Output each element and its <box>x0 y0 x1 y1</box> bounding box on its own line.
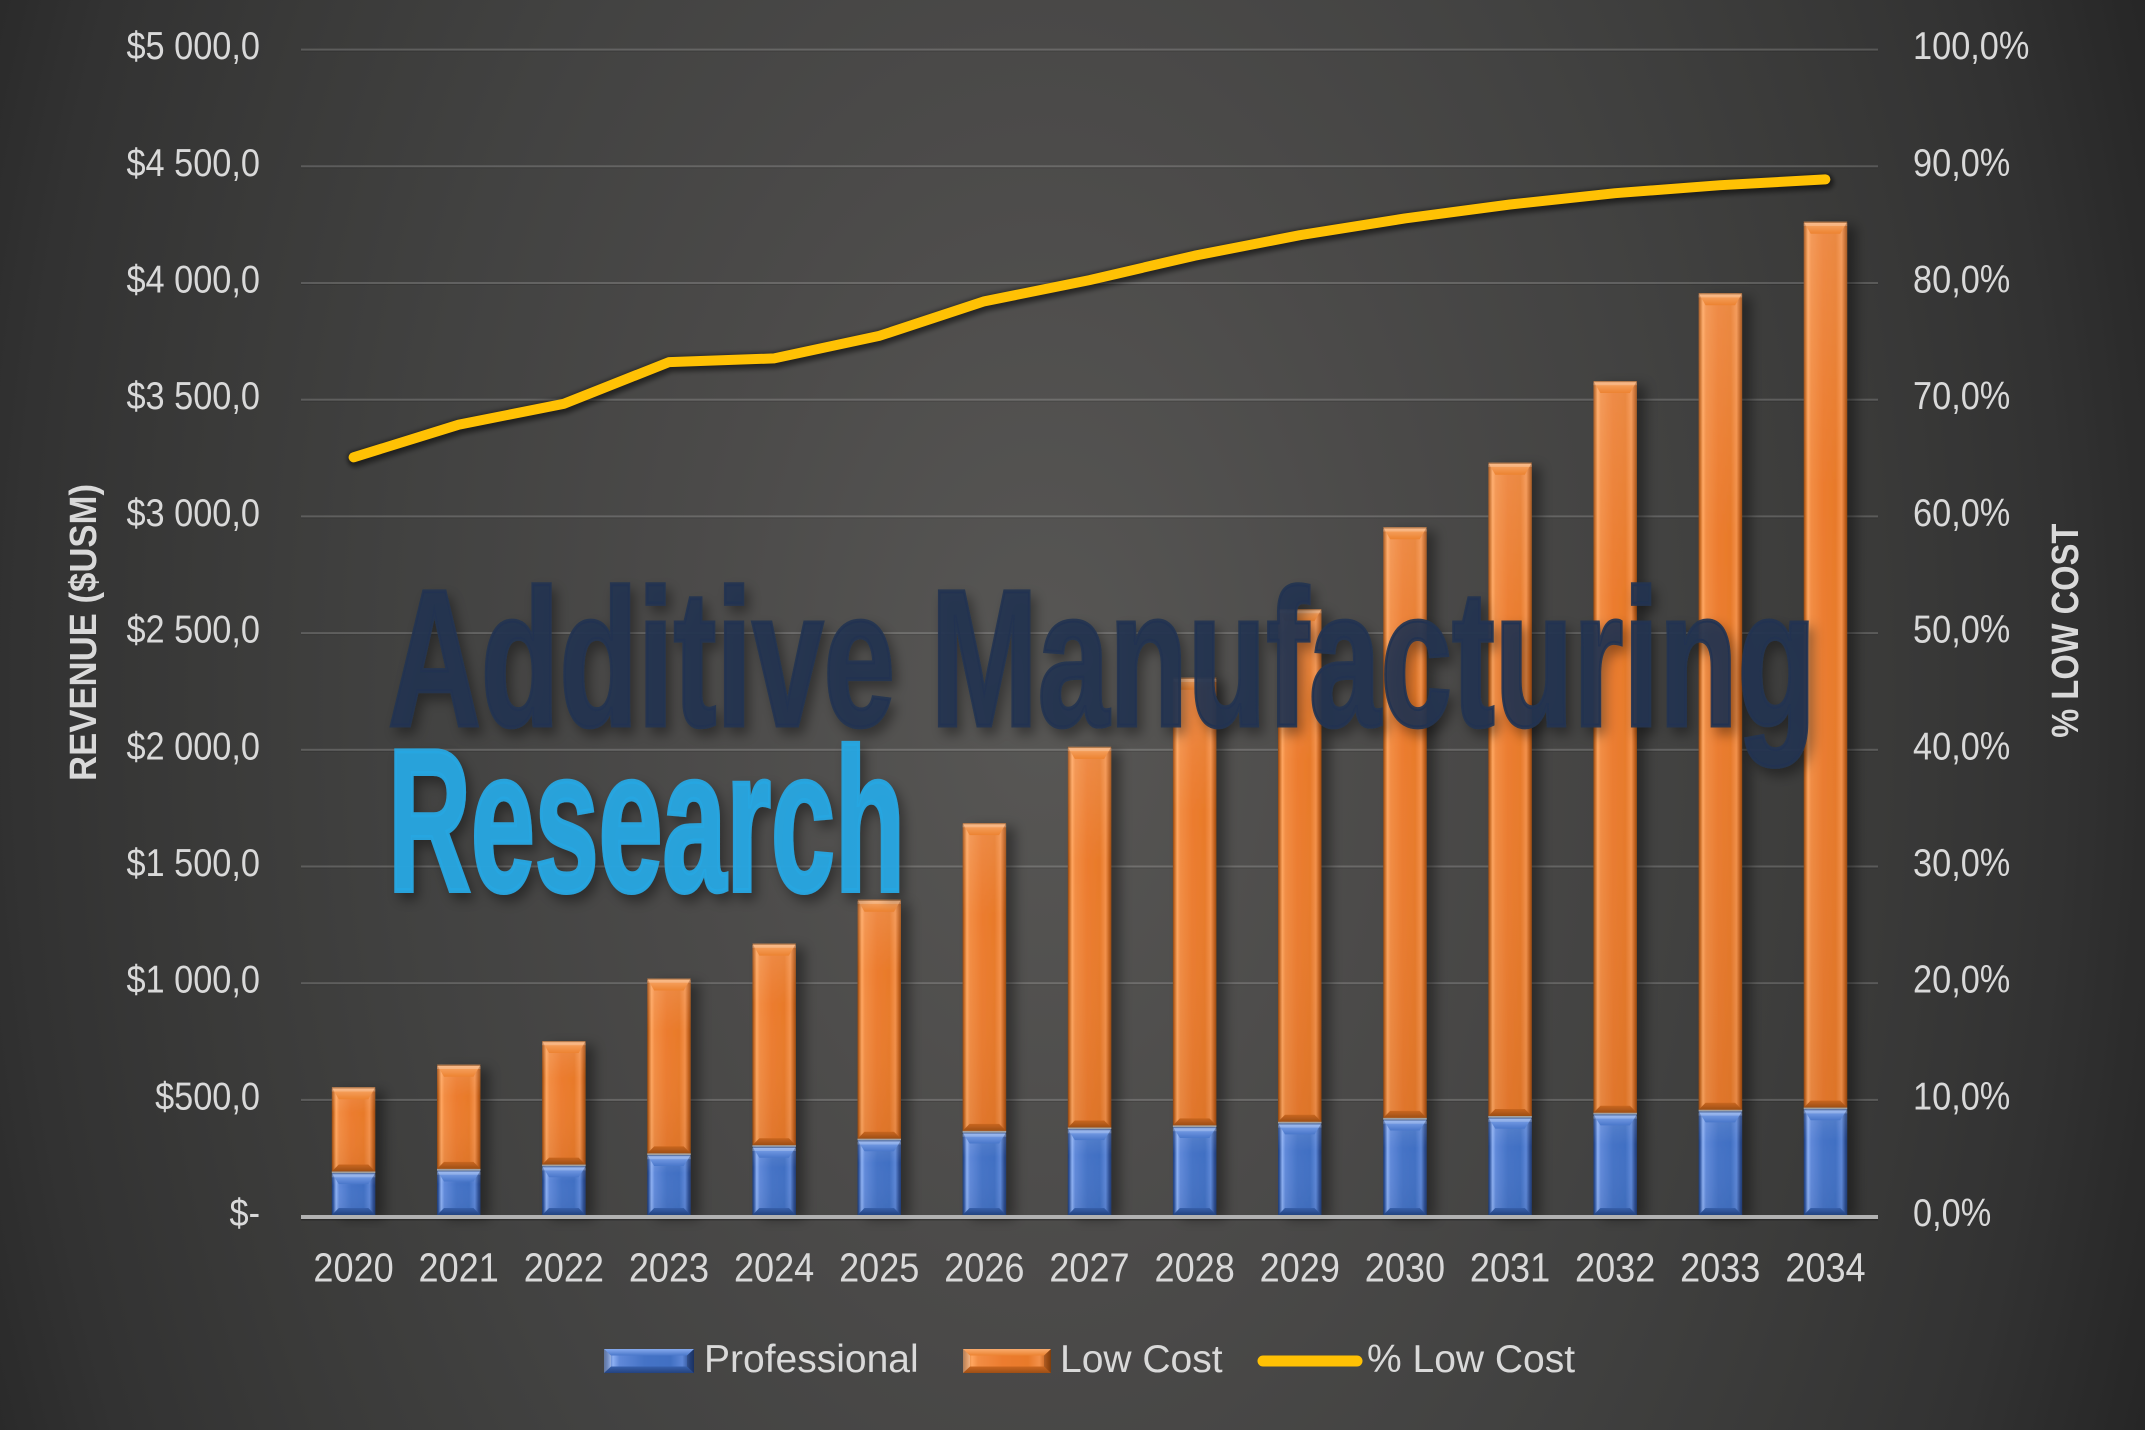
svg-text:$3 000,0: $3 000,0 <box>126 491 260 535</box>
svg-text:$4 500,0: $4 500,0 <box>126 141 260 185</box>
svg-text:$2 500,0: $2 500,0 <box>126 608 260 652</box>
svg-text:$5 000,0: $5 000,0 <box>126 24 260 68</box>
svg-text:Professional: Professional <box>704 1338 919 1381</box>
svg-text:2025: 2025 <box>839 1245 919 1291</box>
svg-text:$2 000,0: $2 000,0 <box>126 724 260 768</box>
svg-text:2022: 2022 <box>524 1245 604 1291</box>
svg-text:2021: 2021 <box>419 1245 499 1291</box>
svg-text:40,0%: 40,0% <box>1913 724 2010 768</box>
svg-text:2031: 2031 <box>1470 1245 1550 1291</box>
svg-text:$3 500,0: $3 500,0 <box>126 374 260 418</box>
svg-text:% Low Cost: % Low Cost <box>1367 1338 1575 1381</box>
svg-text:Additive Manufacturing: Additive Manufacturing <box>388 550 1816 768</box>
svg-text:2028: 2028 <box>1155 1245 1235 1291</box>
svg-text:70,0%: 70,0% <box>1913 374 2010 418</box>
svg-text:10,0%: 10,0% <box>1913 1074 2010 1118</box>
svg-text:50,0%: 50,0% <box>1913 608 2010 652</box>
svg-text:2030: 2030 <box>1365 1245 1445 1291</box>
svg-text:Low Cost: Low Cost <box>1060 1338 1223 1381</box>
svg-text:2020: 2020 <box>313 1245 393 1291</box>
svg-text:60,0%: 60,0% <box>1913 491 2010 535</box>
svg-text:$500,0: $500,0 <box>155 1074 260 1118</box>
svg-text:80,0%: 80,0% <box>1913 257 2010 301</box>
svg-text:$4 000,0: $4 000,0 <box>126 257 260 301</box>
svg-text:2024: 2024 <box>734 1245 814 1291</box>
svg-text:30,0%: 30,0% <box>1913 841 2010 885</box>
svg-text:Research: Research <box>388 708 905 935</box>
svg-text:0,0%: 0,0% <box>1913 1191 1991 1235</box>
svg-text:2023: 2023 <box>629 1245 709 1291</box>
svg-text:90,0%: 90,0% <box>1913 141 2010 185</box>
svg-text:20,0%: 20,0% <box>1913 958 2010 1002</box>
svg-text:2026: 2026 <box>944 1245 1024 1291</box>
svg-text:$1 500,0: $1 500,0 <box>126 841 260 885</box>
svg-text:2029: 2029 <box>1260 1245 1340 1291</box>
svg-text:REVENUE ($USM): REVENUE ($USM) <box>63 484 105 781</box>
svg-text:$1 000,0: $1 000,0 <box>126 958 260 1002</box>
svg-text:2033: 2033 <box>1680 1245 1760 1291</box>
svg-text:2034: 2034 <box>1785 1245 1865 1291</box>
svg-text:$-: $- <box>229 1191 260 1235</box>
svg-text:2032: 2032 <box>1575 1245 1655 1291</box>
svg-text:100,0%: 100,0% <box>1913 24 2029 68</box>
svg-text:% LOW COST: % LOW COST <box>2045 524 2087 738</box>
svg-text:2027: 2027 <box>1049 1245 1129 1291</box>
